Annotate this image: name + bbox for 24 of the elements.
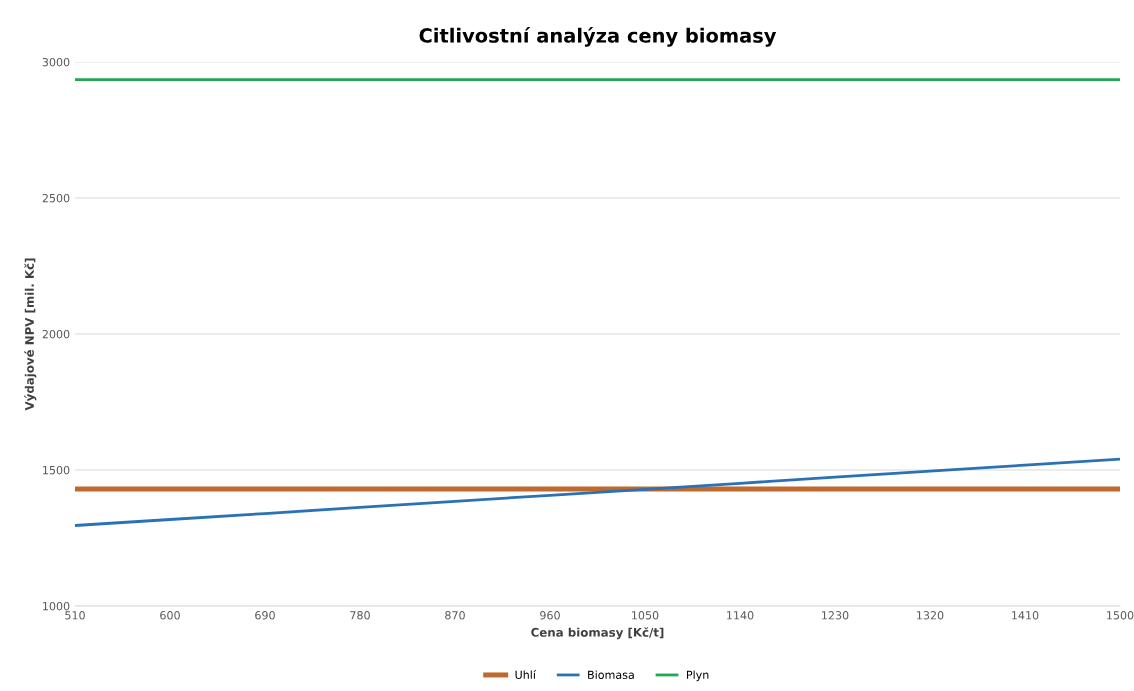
y-tick-label: 2500: [42, 193, 70, 203]
x-tick-label: 960: [540, 611, 560, 620]
x-tick-label: 1500: [1107, 611, 1134, 620]
x-axis-title: Cena biomasy [Kč/t]: [531, 627, 664, 640]
x-tick-label: 780: [350, 611, 370, 620]
x-tick-label: 600: [160, 611, 180, 620]
legend-label: Uhlí: [515, 669, 537, 679]
chart-title: Citlivostní analýza ceny biomasy: [419, 27, 777, 47]
legend-label: Biomasa: [588, 670, 634, 679]
x-tick-label: 1230: [822, 611, 849, 620]
x-tick-label: 510: [65, 611, 85, 620]
y-tick-label: 1000: [43, 601, 70, 611]
y-tick-label: 3000: [42, 57, 70, 67]
y-tick-label: 2000: [42, 329, 70, 339]
x-tick-label: 1050: [632, 611, 659, 620]
y-axis-title: Výdajové NPV [mil. Kč]: [24, 258, 37, 411]
legend-label: Plyn: [686, 670, 709, 682]
x-tick-label: 1320: [917, 611, 944, 620]
line-series: [75, 457, 1120, 527]
y-tick-label: 1500: [43, 465, 70, 475]
x-tick-label: 870: [445, 611, 465, 620]
x-tick-label: 1410: [1012, 611, 1039, 620]
x-tick-label: 690: [255, 611, 275, 620]
x-tick-label: 1140: [727, 611, 754, 620]
